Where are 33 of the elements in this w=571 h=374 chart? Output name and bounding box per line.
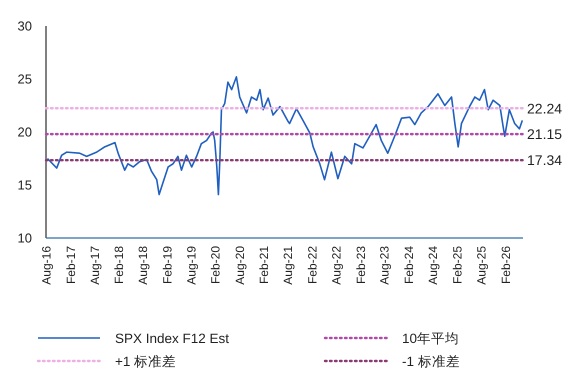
- legend-label: +1 标准差: [115, 354, 176, 369]
- x-tick-label: Feb-22: [305, 246, 320, 284]
- y-tick-label: 15: [18, 178, 32, 192]
- x-tick-label: Feb-23: [354, 246, 368, 284]
- x-tick-label: Aug-25: [474, 246, 488, 285]
- annotation: 17.34: [527, 152, 562, 168]
- legend-label: 10年平均: [402, 331, 460, 346]
- x-tick-label: Feb-20: [208, 246, 223, 284]
- x-tick-label: Feb-21: [257, 246, 272, 284]
- y-tick-label: 25: [18, 72, 32, 86]
- x-tick-label: Feb-26: [498, 246, 513, 284]
- x-tick-label: Feb-19: [160, 246, 174, 284]
- x-tick-label: Aug-16: [40, 246, 54, 285]
- x-tick-label: Aug-20: [232, 246, 247, 285]
- x-tick-label: Feb-25: [450, 246, 464, 284]
- legend-label: -1 标准差: [402, 354, 460, 369]
- annotation: 21.15: [527, 126, 562, 142]
- x-tick-label: Aug-17: [88, 246, 102, 285]
- x-tick-label: Aug-21: [281, 246, 296, 285]
- line-series: [46, 76, 524, 196]
- x-tick-label: Aug-23: [378, 246, 392, 285]
- x-tick-label: Feb-24: [402, 246, 416, 284]
- x-tick-label: Aug-22: [329, 246, 344, 285]
- x-tick-label: Aug-18: [136, 246, 150, 285]
- legend-label: SPX Index F12 Est: [115, 331, 230, 346]
- y-tick-label: 20: [18, 124, 32, 140]
- annotation: 22.24: [527, 100, 562, 116]
- y-tick-label: 10: [18, 230, 32, 246]
- x-tick-label: Feb-18: [112, 246, 126, 284]
- x-tick-label: Aug-19: [184, 246, 198, 285]
- x-tick-label: Aug-24: [426, 246, 440, 285]
- y-tick-label: 30: [18, 18, 32, 34]
- x-tick-label: Feb-17: [64, 246, 78, 284]
